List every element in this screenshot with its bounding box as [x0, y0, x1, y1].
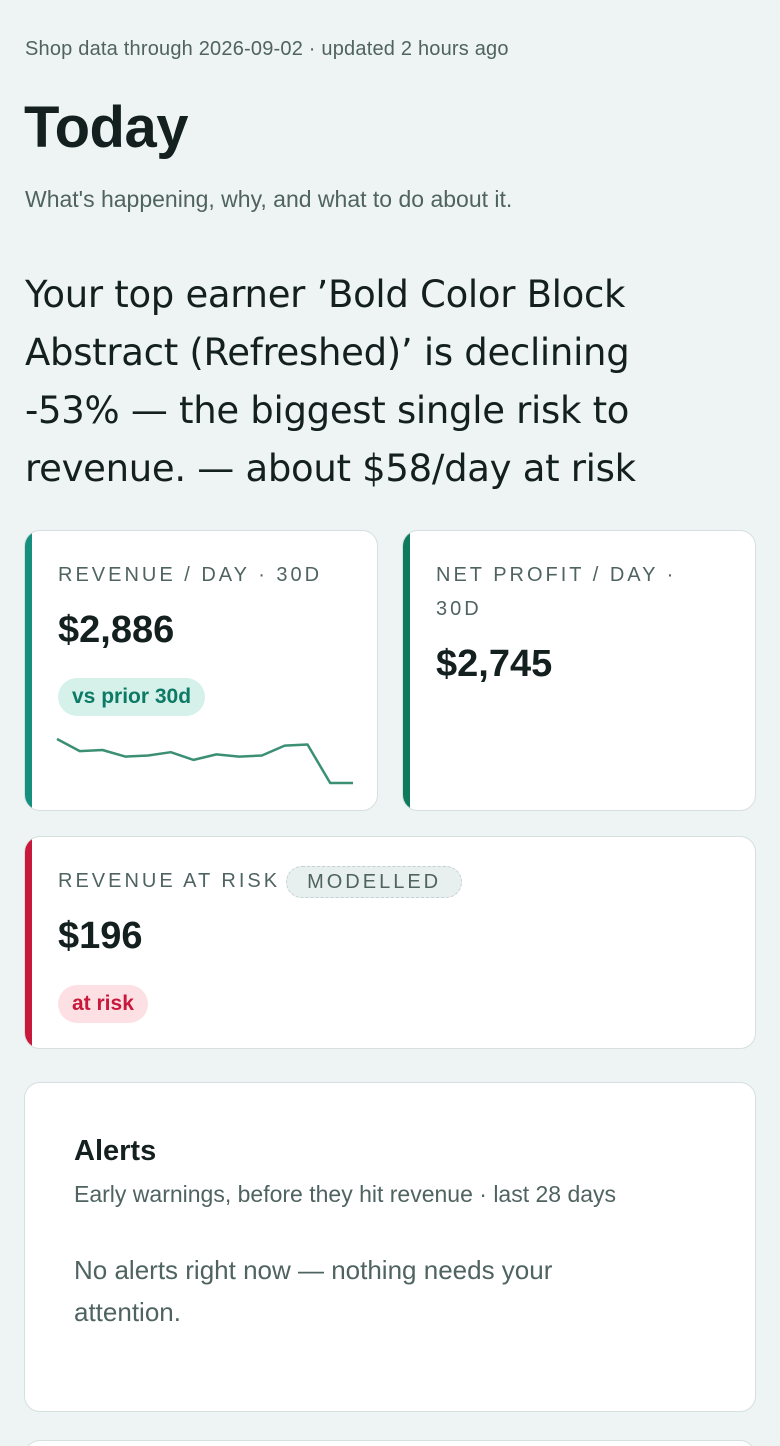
headline-insight: Your top earner ’Bold Color Block Abstra… — [25, 273, 636, 490]
kpi-value: $196 — [58, 915, 143, 957]
page-subtitle: What's happening, why, and what to do ab… — [25, 186, 513, 212]
kpi-value: $2,745 — [436, 643, 553, 685]
comparison-pill: vs prior 30d — [58, 678, 206, 716]
kpi-label-row: REVENUE AT RISK MODELLED — [58, 864, 463, 898]
revenue-kpi-card[interactable]: REVENUE / DAY · 30D $2,886 vs prior 30d — [24, 530, 378, 811]
alerts-panel: Alerts Early warnings, before they hit r… — [24, 1082, 756, 1412]
kpi-label: NET PROFIT / DAY · 30D — [436, 564, 677, 620]
risk-status-pill: at risk — [58, 985, 148, 1023]
next-card-edge — [24, 1440, 756, 1446]
page-title: Today — [24, 95, 189, 160]
alerts-empty-message: No alerts right now — nothing needs your… — [74, 1255, 553, 1327]
card-accent — [25, 531, 32, 810]
alerts-subtitle: Early warnings, before they hit revenue … — [74, 1181, 617, 1207]
card-accent — [403, 531, 410, 810]
data-freshness-meta: Shop data through 2026-09-02 · updated 2… — [25, 38, 509, 60]
kpi-value: $2,886 — [58, 609, 175, 651]
kpi-label: REVENUE / DAY · 30D — [58, 564, 323, 586]
revenue-at-risk-card[interactable]: REVENUE AT RISK MODELLED $196 at risk — [24, 836, 756, 1049]
modelled-badge: MODELLED — [286, 865, 463, 898]
alerts-title: Alerts — [74, 1135, 157, 1167]
revenue-sparkline — [56, 737, 353, 785]
net-profit-kpi-card[interactable]: NET PROFIT / DAY · 30D $2,745 — [402, 530, 756, 811]
kpi-label: REVENUE AT RISK — [58, 870, 281, 892]
card-accent — [25, 837, 32, 1048]
